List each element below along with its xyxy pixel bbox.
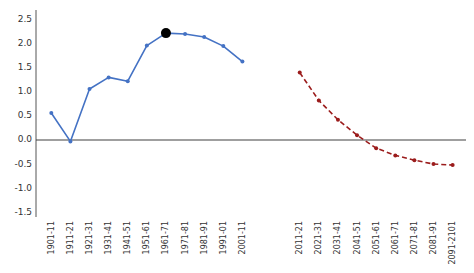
point-marker xyxy=(374,146,378,150)
y-axis-line xyxy=(36,10,37,217)
y-tick-label: -1.0 xyxy=(14,183,32,193)
y-tick-label: 1.0 xyxy=(18,86,33,96)
zero-line xyxy=(36,139,466,140)
series-line xyxy=(51,33,242,141)
x-tick-label: 2091-2101 xyxy=(448,221,457,265)
peak-marker xyxy=(161,28,171,38)
chart: -1.5 -1.0 -0.5 0.0 0.5 1.0 1.5 2.0 2.5 1901-11 191… xyxy=(0,0,474,273)
plot-area xyxy=(49,28,454,167)
x-tick-label: 2041-51 xyxy=(353,221,362,254)
point-marker xyxy=(451,163,455,167)
point-marker xyxy=(49,111,53,115)
y-tick-label: -1.5 xyxy=(14,207,32,217)
point-marker xyxy=(145,44,149,48)
x-tick-label: 1951-61 xyxy=(142,221,151,254)
series-line xyxy=(300,73,453,165)
y-tick-label: 2.0 xyxy=(18,38,33,48)
point-marker xyxy=(107,75,111,79)
x-tick-label: 1961-71 xyxy=(161,221,170,254)
point-marker xyxy=(432,162,436,166)
y-tick-label: 1.5 xyxy=(18,62,32,72)
x-tick-label: 1901-11 xyxy=(47,221,56,254)
x-tick-label: 1991-01 xyxy=(219,221,228,254)
point-marker xyxy=(126,79,130,83)
x-tick-label: 2071-81 xyxy=(410,221,419,254)
point-marker xyxy=(412,158,416,162)
point-marker xyxy=(183,32,187,36)
y-tick-label: 0.0 xyxy=(18,134,33,144)
point-marker xyxy=(240,60,244,64)
point-marker xyxy=(298,71,302,75)
y-tick-label: 2.5 xyxy=(18,14,32,24)
x-tick-label: 2031-41 xyxy=(333,221,342,254)
point-marker xyxy=(68,139,72,143)
x-tick-label: 2011-21 xyxy=(295,221,304,254)
point-marker xyxy=(221,44,225,48)
point-marker xyxy=(202,35,206,39)
x-tick-label: 2001-11 xyxy=(238,221,247,254)
y-tick-label: 0.5 xyxy=(18,110,32,120)
point-marker xyxy=(355,133,359,137)
x-tick-label: 1911-21 xyxy=(66,221,75,254)
x-tick-label: 2021-31 xyxy=(314,221,323,254)
x-tick-label: 1941-51 xyxy=(123,221,132,254)
x-tick-label: 1931-41 xyxy=(104,221,113,254)
x-tick-label: 2051-61 xyxy=(372,221,381,254)
point-marker xyxy=(393,153,397,157)
x-tick-label: 1981-91 xyxy=(200,221,209,254)
point-marker xyxy=(336,118,340,122)
x-tick-label: 2061-71 xyxy=(391,221,400,254)
x-tick-label: 1971-81 xyxy=(181,221,190,254)
y-tick-label: -0.5 xyxy=(14,159,32,169)
x-tick-label: 1921-31 xyxy=(85,221,94,254)
x-tick-label: 2081-91 xyxy=(429,221,438,254)
point-marker xyxy=(88,87,92,91)
point-marker xyxy=(317,99,321,103)
